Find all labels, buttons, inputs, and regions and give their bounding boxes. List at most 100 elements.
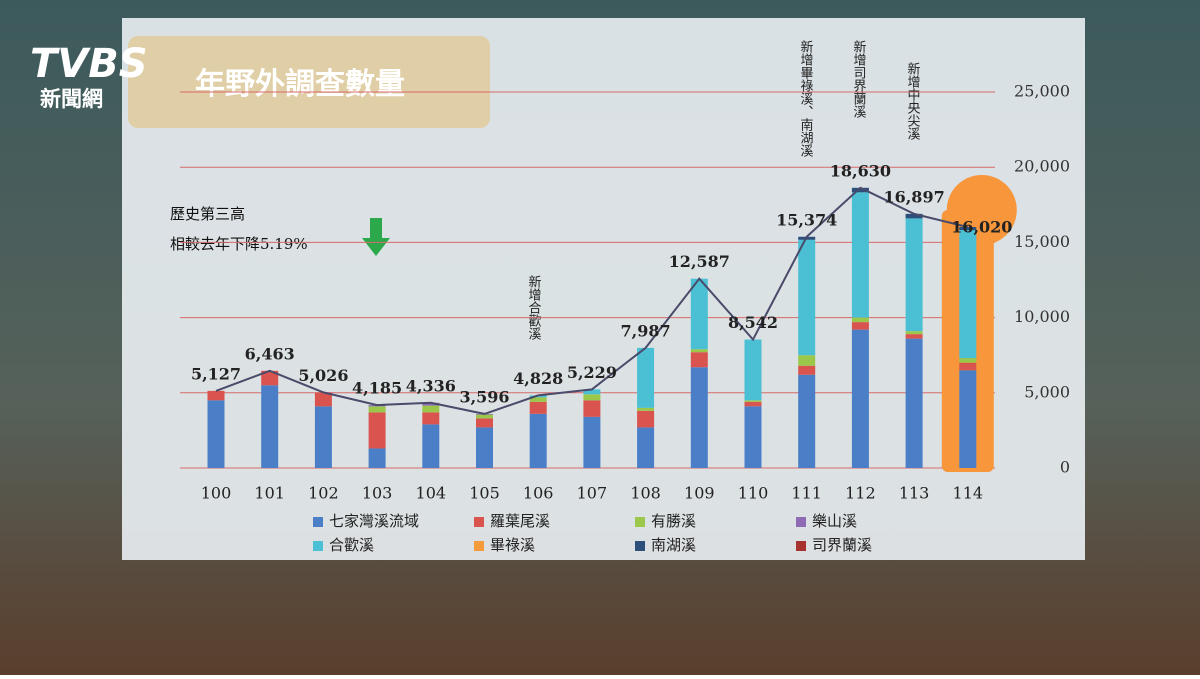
x-tick-label: 105 bbox=[469, 484, 500, 503]
bar-segment bbox=[583, 394, 601, 401]
bar-segment bbox=[637, 407, 655, 411]
x-tick-label: 106 bbox=[523, 484, 554, 503]
data-label: 16,897 bbox=[883, 187, 944, 206]
data-label: 5,127 bbox=[191, 364, 241, 383]
bar-segment bbox=[744, 339, 762, 401]
bar-segment bbox=[690, 349, 708, 353]
y-tick-label: 10,000 bbox=[1014, 307, 1070, 326]
x-tick-label: 112 bbox=[845, 484, 876, 503]
bar-segment bbox=[744, 401, 762, 407]
y-tick-label: 0 bbox=[1060, 458, 1070, 477]
legend-swatch bbox=[474, 541, 484, 551]
legend-label: 七家灣溪流域 bbox=[329, 512, 419, 530]
bar-segment bbox=[690, 367, 708, 468]
bar-segment bbox=[905, 338, 923, 468]
annotation: 相較去年下降5.19% bbox=[170, 235, 308, 253]
bar-segment bbox=[637, 427, 655, 468]
data-label: 16,020 bbox=[951, 218, 1012, 237]
legend-swatch bbox=[313, 517, 323, 527]
annotation: 新增司界蘭溪 bbox=[851, 39, 867, 118]
legend-swatch bbox=[796, 517, 806, 527]
bar-segment bbox=[851, 322, 869, 330]
bar-segment bbox=[529, 401, 547, 414]
bar-segment bbox=[422, 424, 440, 468]
y-tick-label: 20,000 bbox=[1014, 157, 1070, 176]
bar-segment bbox=[583, 416, 601, 468]
x-tick-label: 110 bbox=[738, 484, 769, 503]
annotation: 新增合歡溪 bbox=[526, 274, 542, 340]
data-label: 4,828 bbox=[513, 369, 563, 388]
legend-label: 畢祿溪 bbox=[490, 536, 535, 554]
bar-segment bbox=[314, 406, 332, 468]
bar-segment bbox=[851, 329, 869, 468]
legend-swatch bbox=[474, 517, 484, 527]
x-tick-label: 109 bbox=[684, 484, 715, 503]
x-tick-label: 113 bbox=[899, 484, 930, 503]
chart-title: 年野外調查數量 bbox=[195, 67, 405, 102]
bar-segment bbox=[476, 414, 493, 419]
bar-segment bbox=[368, 448, 386, 468]
data-label: 18,630 bbox=[830, 161, 891, 180]
x-tick-label: 108 bbox=[630, 484, 661, 503]
legend-swatch bbox=[313, 541, 323, 551]
bar-segment bbox=[851, 192, 869, 318]
legend-label: 司界蘭溪 bbox=[812, 536, 872, 554]
total-line bbox=[215, 186, 969, 415]
bar-segment bbox=[637, 347, 655, 408]
legend-swatch bbox=[635, 517, 645, 527]
bar-segment bbox=[207, 400, 225, 468]
logo: TVBS bbox=[30, 41, 148, 87]
bar-segment bbox=[959, 370, 977, 468]
data-label: 8,542 bbox=[728, 313, 778, 332]
legend-label: 合歡溪 bbox=[329, 536, 374, 554]
bar-segment bbox=[959, 227, 977, 231]
bar-segment bbox=[422, 412, 440, 425]
bar-segment bbox=[798, 239, 816, 356]
legend-label: 南湖溪 bbox=[651, 536, 696, 554]
bar-segment bbox=[314, 392, 332, 407]
bar-segment bbox=[422, 405, 440, 413]
bar-segment bbox=[905, 218, 923, 332]
down-arrow bbox=[362, 218, 390, 256]
bar-segment bbox=[798, 374, 816, 468]
legend-swatch bbox=[635, 541, 645, 551]
bar-segment bbox=[476, 418, 493, 428]
bar-segment bbox=[690, 352, 708, 368]
bar-segment bbox=[583, 400, 601, 417]
x-tick-label: 103 bbox=[362, 484, 393, 503]
bar-segment bbox=[744, 400, 762, 402]
bar-segment bbox=[905, 213, 923, 219]
data-label: 7,987 bbox=[621, 321, 671, 340]
bar-segment bbox=[368, 406, 386, 413]
annotation: 新增中央尖溪 bbox=[905, 61, 921, 140]
bar-segment bbox=[959, 362, 977, 371]
bar-segment bbox=[959, 358, 977, 363]
legend-swatch bbox=[796, 541, 806, 551]
logo-sub: 新聞網 bbox=[40, 87, 103, 111]
data-label: 3,596 bbox=[459, 387, 509, 406]
x-tick-label: 100 bbox=[201, 484, 232, 503]
x-tick-label: 114 bbox=[953, 484, 984, 503]
y-tick-label: 15,000 bbox=[1014, 232, 1070, 251]
data-label: 5,026 bbox=[298, 366, 348, 385]
data-label: 15,374 bbox=[776, 210, 837, 229]
bar-segment bbox=[959, 230, 977, 359]
x-tick-label: 101 bbox=[254, 484, 285, 503]
data-label: 4,336 bbox=[406, 376, 456, 395]
bar-segment bbox=[529, 397, 547, 402]
bar-segment bbox=[851, 317, 869, 323]
y-tick-label: 25,000 bbox=[1014, 82, 1070, 101]
bar-segment bbox=[798, 355, 816, 366]
data-label: 12,587 bbox=[669, 252, 730, 271]
bar-segment bbox=[529, 413, 547, 468]
bar-segment bbox=[690, 278, 708, 350]
data-label: 4,185 bbox=[352, 379, 402, 398]
bar-segment bbox=[207, 390, 225, 401]
annotation: 新增畢祿溪、南湖溪 bbox=[798, 39, 814, 157]
bar-segment bbox=[905, 331, 923, 335]
bar-segment bbox=[798, 365, 816, 375]
data-label: 6,463 bbox=[245, 344, 295, 363]
bar-segment bbox=[744, 406, 762, 468]
legend-label: 有勝溪 bbox=[651, 512, 696, 530]
